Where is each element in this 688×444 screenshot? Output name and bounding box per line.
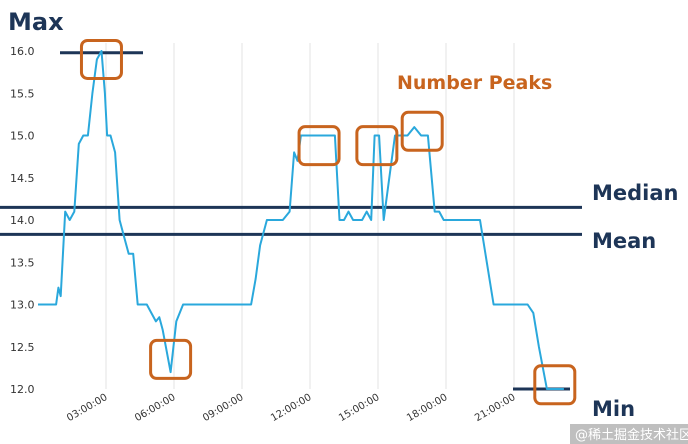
svg-text:@稀土掘金技术社区: @稀土掘金技术社区 bbox=[575, 427, 688, 443]
highlight-box bbox=[79, 38, 123, 80]
watermark: @稀土掘金技术社区 bbox=[570, 424, 688, 444]
x-tick-label: 06:00:00 bbox=[133, 392, 177, 424]
y-tick-label: 15.0 bbox=[10, 130, 35, 143]
y-tick-label: 14.0 bbox=[10, 214, 35, 227]
y-axis-ticks: 12.0 12.5 13.0 13.5 14.0 14.5 15.0 15.5 16.0 bbox=[10, 45, 35, 396]
mean-label: Mean bbox=[592, 229, 656, 253]
y-tick-label: 12.0 bbox=[10, 383, 35, 396]
x-tick-label: 15:00:00 bbox=[337, 392, 381, 424]
x-tick-label: 21:00:00 bbox=[473, 392, 517, 424]
y-tick-label: 15.5 bbox=[10, 87, 35, 100]
y-tick-label: 13.5 bbox=[10, 256, 35, 269]
highlight-box bbox=[149, 338, 193, 380]
highlight-box bbox=[355, 125, 399, 167]
x-tick-label: 12:00:00 bbox=[269, 392, 313, 424]
highlight-box bbox=[533, 364, 577, 406]
x-axis-ticks: 03:00:00 06:00:00 09:00:00 12:00:00 15:00:00… bbox=[65, 392, 517, 424]
x-tick-label: 09:00:00 bbox=[201, 392, 245, 424]
peak-highlight-boxes bbox=[79, 38, 577, 406]
y-tick-label: 12.5 bbox=[10, 341, 35, 354]
median-label: Median bbox=[592, 181, 679, 205]
series-line bbox=[38, 50, 564, 390]
x-tick-label: 18:00:00 bbox=[405, 392, 449, 424]
highlight-box bbox=[297, 125, 341, 167]
y-tick-label: 13.0 bbox=[10, 299, 35, 312]
x-tick-label: 03:00:00 bbox=[65, 392, 109, 424]
y-tick-label: 14.5 bbox=[10, 172, 35, 185]
peaks-label: Number Peaks bbox=[397, 72, 552, 94]
highlight-box bbox=[400, 110, 444, 152]
max-label: Max bbox=[8, 8, 64, 36]
min-label: Min bbox=[592, 397, 635, 421]
y-tick-label: 16.0 bbox=[10, 45, 35, 58]
series-layer bbox=[38, 50, 564, 390]
reference-lines bbox=[0, 51, 582, 391]
grid-lines bbox=[105, 43, 515, 389]
